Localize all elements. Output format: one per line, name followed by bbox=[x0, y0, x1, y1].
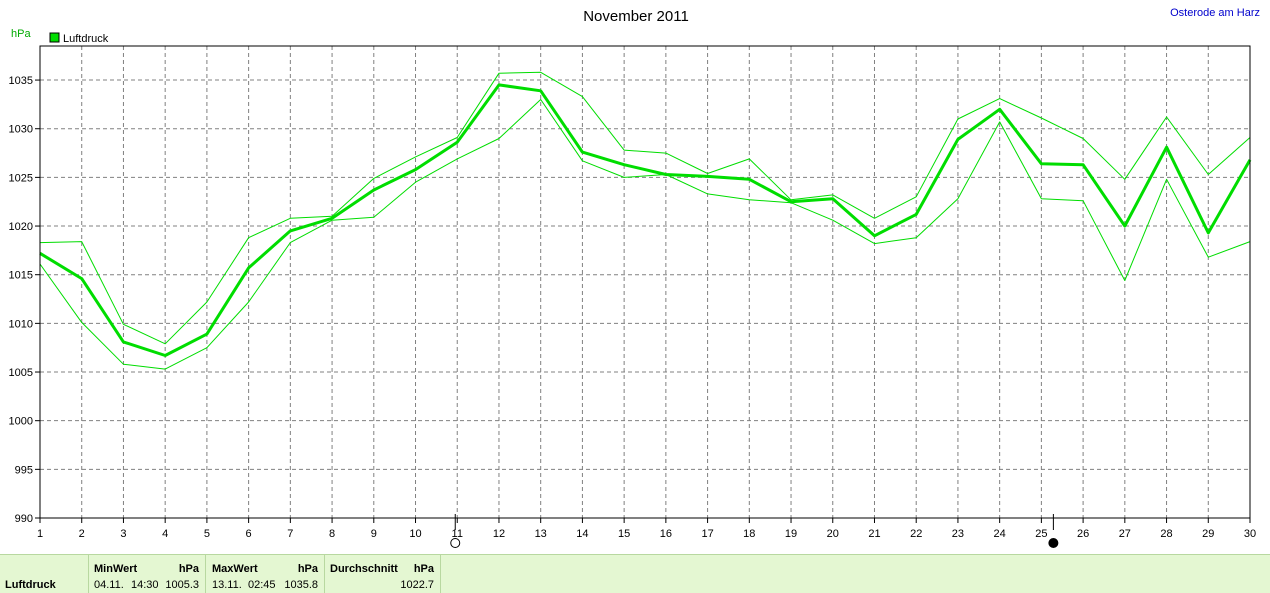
stats-label-cell: Luftdruck bbox=[0, 555, 89, 593]
min-time: 14:30 bbox=[131, 579, 159, 591]
x-tick-label: 20 bbox=[827, 528, 839, 540]
x-tick-label: 23 bbox=[952, 528, 964, 540]
x-tick-label: 21 bbox=[868, 528, 880, 540]
max-header: MaxWert bbox=[212, 563, 258, 575]
x-tick-label: 15 bbox=[618, 528, 630, 540]
x-tick-label: 5 bbox=[204, 528, 210, 540]
avg-value: 1022.7 bbox=[400, 579, 434, 591]
y-axis-unit: hPa bbox=[11, 28, 31, 40]
x-tick-label: 7 bbox=[287, 528, 293, 540]
x-tick-label: 29 bbox=[1202, 528, 1214, 540]
y-tick-label: 1000 bbox=[9, 416, 33, 428]
series-line-avg bbox=[39, 83, 1252, 357]
x-tick-label: 27 bbox=[1119, 528, 1131, 540]
min-header: MinWert bbox=[94, 563, 138, 575]
x-tick-label: 9 bbox=[371, 528, 377, 540]
y-tick-label: 1035 bbox=[9, 75, 33, 87]
stats-max-cell: MaxWert hPa 13.11. 02:45 1035.8 bbox=[206, 555, 325, 593]
x-tick-label: 1 bbox=[37, 528, 43, 540]
y-tick-label: 1030 bbox=[9, 124, 33, 136]
moon-phases bbox=[450, 514, 1059, 548]
x-tick-label: 3 bbox=[120, 528, 126, 540]
x-tick-label: 2 bbox=[79, 528, 85, 540]
x-tick-label: 19 bbox=[785, 528, 797, 540]
x-tick-label: 6 bbox=[246, 528, 252, 540]
statistics-bar: Luftdruck MinWert hPa 04.11. 14:30 1005.… bbox=[0, 554, 1270, 593]
series-group bbox=[39, 71, 1252, 370]
legend-swatch bbox=[49, 32, 60, 43]
x-tick-label: 25 bbox=[1035, 528, 1047, 540]
y-tick-label: 1010 bbox=[9, 318, 33, 330]
plot-frame bbox=[39, 45, 1251, 519]
max-unit: hPa bbox=[297, 563, 318, 575]
max-value: 1035.8 bbox=[284, 579, 318, 591]
x-axis: 1 2 3 4 5 6 7 8 9 10 11 12 13 14 15 16 17 18 19 20 21 22 23 24 2… bbox=[37, 518, 1256, 540]
location-label: Osterode am Harz bbox=[1170, 7, 1260, 19]
new-moon-icon bbox=[1048, 538, 1059, 548]
chart-title: November 2011 bbox=[583, 8, 689, 25]
full-moon-icon bbox=[450, 538, 461, 548]
y-axis: 990 995 1000 1005 1010 1015 1020 1025 1030 1035 bbox=[9, 75, 40, 525]
x-tick-label: 14 bbox=[576, 528, 588, 540]
stats-min-cell: MinWert hPa 04.11. 14:30 1005.3 bbox=[89, 555, 206, 593]
pressure-chart: November 2011 Osterode am Harz hPa Luftd… bbox=[9, 7, 1260, 548]
stats-avg-cell: Durchschnitt hPa 1022.7 bbox=[325, 555, 441, 593]
max-date: 13.11. bbox=[212, 579, 242, 591]
x-tick-label: 24 bbox=[994, 528, 1006, 540]
y-tick-label: 990 bbox=[15, 513, 33, 525]
avg-unit: hPa bbox=[413, 563, 434, 575]
x-tick-label: 4 bbox=[162, 528, 168, 540]
x-tick-label: 10 bbox=[409, 528, 421, 540]
series-line-min bbox=[39, 99, 1251, 370]
legend-label: Luftdruck bbox=[63, 33, 109, 45]
series-line-max bbox=[39, 71, 1251, 345]
stats-row-label: Luftdruck bbox=[5, 579, 56, 591]
min-unit: hPa bbox=[178, 563, 199, 575]
max-time: 02:45 bbox=[248, 579, 276, 591]
min-date: 04.11. bbox=[94, 579, 124, 591]
x-tick-label: 11 bbox=[452, 528, 463, 540]
y-tick-label: 1015 bbox=[9, 270, 33, 282]
y-tick-label: 995 bbox=[15, 464, 33, 476]
y-tick-label: 1025 bbox=[9, 172, 33, 184]
min-value: 1005.3 bbox=[165, 579, 199, 591]
grid bbox=[40, 46, 1250, 518]
x-tick-label: 12 bbox=[493, 528, 505, 540]
x-tick-label: 8 bbox=[329, 528, 335, 540]
y-tick-label: 1005 bbox=[9, 367, 33, 379]
y-tick-label: 1020 bbox=[9, 221, 33, 233]
x-tick-label: 13 bbox=[535, 528, 547, 540]
x-tick-label: 17 bbox=[701, 528, 713, 540]
x-tick-label: 26 bbox=[1077, 528, 1089, 540]
x-tick-label: 22 bbox=[910, 528, 922, 540]
avg-header: Durchschnitt bbox=[330, 563, 398, 575]
x-tick-label: 16 bbox=[660, 528, 672, 540]
x-tick-label: 18 bbox=[743, 528, 755, 540]
x-tick-label: 30 bbox=[1244, 528, 1256, 540]
x-tick-label: 28 bbox=[1160, 528, 1172, 540]
